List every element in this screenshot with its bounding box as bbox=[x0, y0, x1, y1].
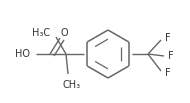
Text: F: F bbox=[168, 51, 174, 61]
Text: O: O bbox=[60, 28, 68, 38]
Text: H₃C: H₃C bbox=[32, 28, 50, 38]
Text: F: F bbox=[165, 68, 171, 78]
Text: CH₃: CH₃ bbox=[63, 80, 81, 90]
Text: F: F bbox=[165, 33, 171, 43]
Text: HO: HO bbox=[15, 49, 30, 59]
